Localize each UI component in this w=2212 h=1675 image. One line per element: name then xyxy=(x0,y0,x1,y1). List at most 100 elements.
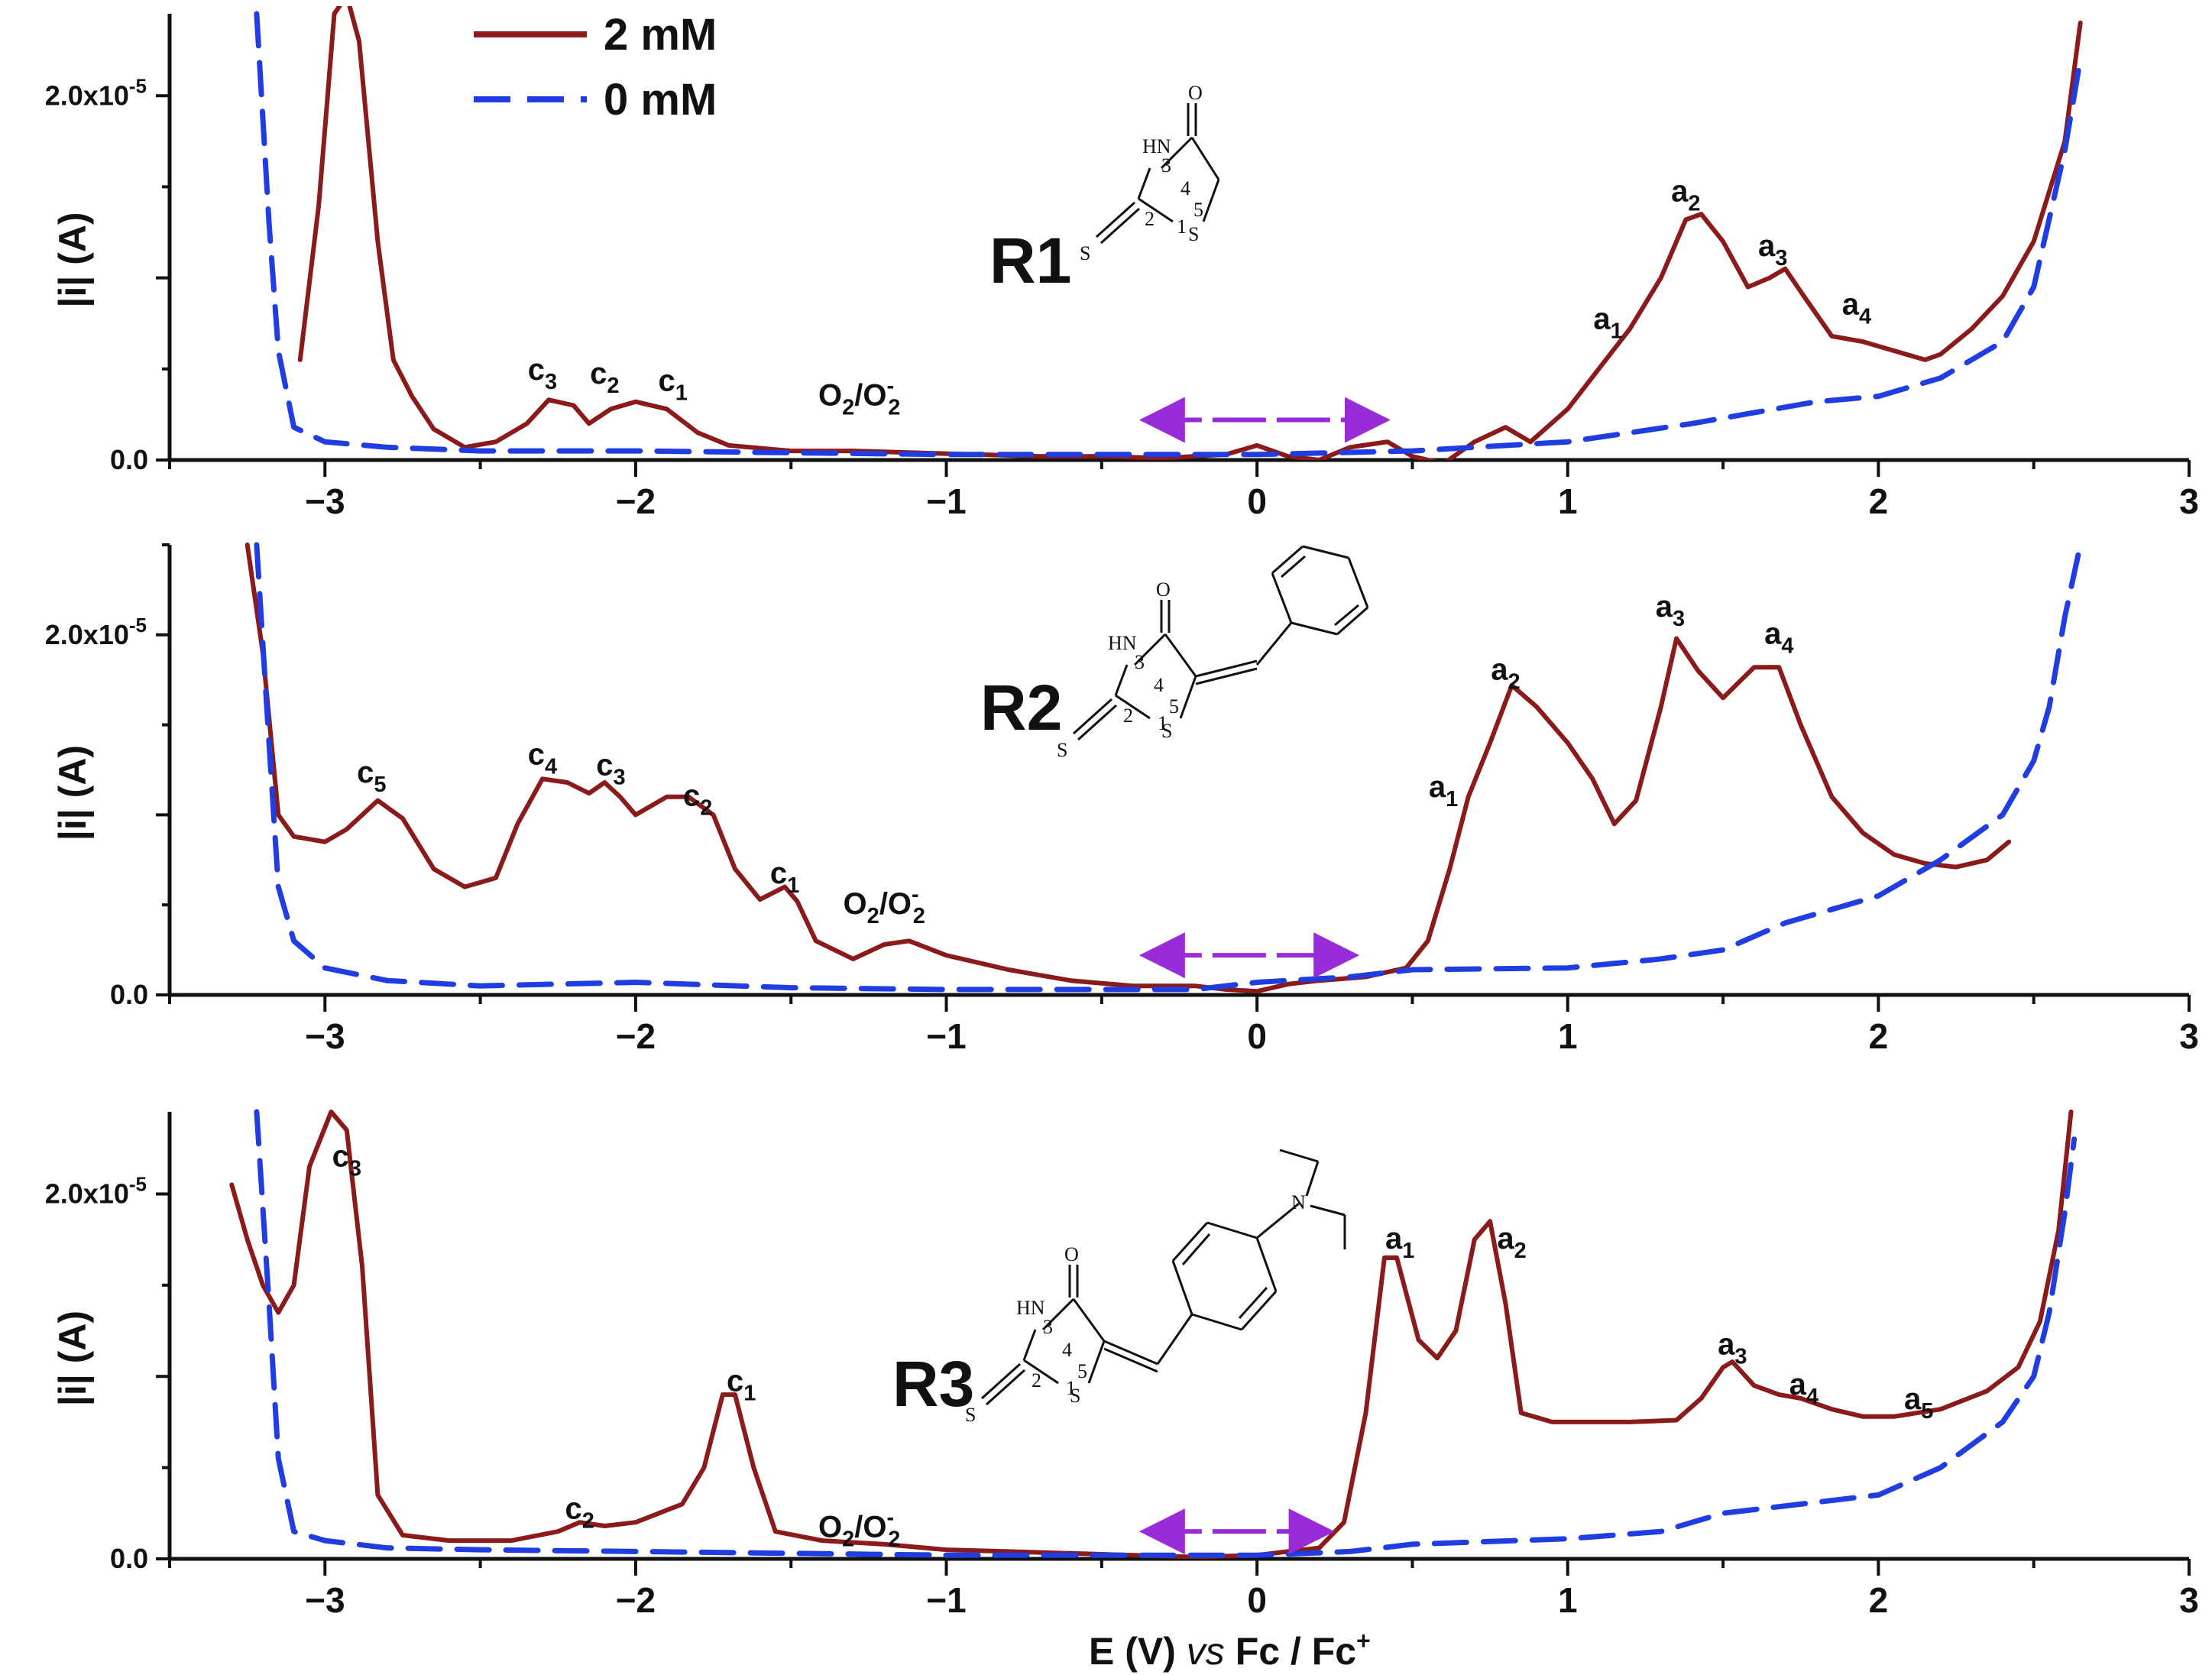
x-tick-label: −2 xyxy=(616,481,656,521)
x-tick-label: 3 xyxy=(2179,481,2199,521)
y-tick-label-upper: 2.0x10-5 xyxy=(45,74,147,111)
svg-text:2: 2 xyxy=(1032,1369,1041,1392)
peak-label: c3 xyxy=(332,1140,361,1181)
peak-label: a1 xyxy=(1429,770,1458,812)
peak-label: a3 xyxy=(1718,1328,1747,1369)
peak-label: O2/O-2 xyxy=(844,883,925,928)
y-axis-title: |i| (A) xyxy=(51,745,95,841)
svg-text:5: 5 xyxy=(1193,199,1203,221)
svg-text:2: 2 xyxy=(1123,705,1133,727)
series-line-0mm xyxy=(254,1109,2078,1558)
svg-text:3: 3 xyxy=(1135,651,1145,673)
y-axis-title: |i| (A) xyxy=(51,1311,95,1406)
svg-text:S: S xyxy=(1188,223,1199,245)
molecule-r3-structure: N O HN 3 4 5 1 2 S S xyxy=(965,1149,1346,1426)
x-tick-label: −3 xyxy=(305,1016,345,1056)
svg-text:4: 4 xyxy=(1180,177,1190,199)
svg-text:O: O xyxy=(1156,578,1171,601)
peak-label: c1 xyxy=(727,1364,756,1405)
series-line-0mm xyxy=(254,11,2084,458)
y-tick-label-upper: 2.0x10-5 xyxy=(45,1172,147,1209)
peak-label: a4 xyxy=(1789,1368,1819,1409)
molecule-r2-structure: O HN 3 4 5 1 2 S S xyxy=(1057,545,1369,761)
x-tick-label: 0 xyxy=(1247,481,1267,521)
peak-label: c3 xyxy=(596,749,625,790)
x-tick-label: 1 xyxy=(1558,481,1578,521)
x-tick-label: 2 xyxy=(1869,1580,1889,1620)
peak-label: c1 xyxy=(770,857,799,898)
svg-text:5: 5 xyxy=(1077,1360,1087,1382)
x-tick-label: 1 xyxy=(1558,1580,1578,1620)
peak-label: c1 xyxy=(659,364,688,405)
molecule-r1-structure: O HN 3 4 5 1 2 S S xyxy=(1080,82,1220,264)
svg-text:1: 1 xyxy=(1066,1377,1076,1399)
svg-text:4: 4 xyxy=(1062,1339,1072,1361)
peak-label: c5 xyxy=(357,756,386,797)
panel-r3: −3 −2 −1 0 1 2 3 0.0 2.0x10-5 |i| (A) c3 c2 c1 O2/O-2… xyxy=(45,1109,2199,1620)
peak-label: c3 xyxy=(528,353,557,394)
series-line-0mm xyxy=(254,542,2084,993)
x-tick-label: −3 xyxy=(305,481,345,521)
svg-text:HN: HN xyxy=(1108,632,1137,654)
peak-label: c2 xyxy=(565,1492,594,1533)
svg-text:1: 1 xyxy=(1158,712,1168,734)
svg-text:S: S xyxy=(1080,242,1090,264)
x-tick-label: −1 xyxy=(926,1580,966,1620)
peak-label: a3 xyxy=(1758,229,1787,271)
y-tick-label-zero: 0.0 xyxy=(110,1543,148,1574)
svg-text:5: 5 xyxy=(1169,695,1179,718)
peak-label: a5 xyxy=(1904,1382,1933,1424)
svg-text:3: 3 xyxy=(1043,1316,1053,1338)
x-tick-label: 2 xyxy=(1869,481,1889,521)
x-tick-label: −2 xyxy=(616,1016,656,1056)
x-tick-label: 2 xyxy=(1869,1016,1889,1056)
legend: 2 mM 0 mM xyxy=(474,10,717,125)
series-line-2mm xyxy=(229,1110,2074,1559)
peak-label: a1 xyxy=(1385,1222,1414,1263)
x-tick-label: −2 xyxy=(616,1580,656,1620)
svg-text:N: N xyxy=(1291,1191,1306,1213)
peak-label: a3 xyxy=(1656,590,1685,631)
peak-label: O2/O-2 xyxy=(818,1505,900,1551)
series-line-2mm xyxy=(245,543,2012,994)
svg-text:O: O xyxy=(1064,1243,1079,1265)
y-tick-label-zero: 0.0 xyxy=(110,979,148,1010)
panel-label-r1: R1 xyxy=(989,225,1071,296)
svg-text:4: 4 xyxy=(1154,674,1164,696)
y-tick-label-upper: 2.0x10-5 xyxy=(45,614,147,650)
svg-text:S: S xyxy=(1057,739,1067,761)
peak-label: a2 xyxy=(1497,1222,1526,1263)
peak-label: a1 xyxy=(1593,302,1622,343)
x-tick-label: −1 xyxy=(926,1016,966,1056)
x-tick-label: 0 xyxy=(1247,1580,1267,1620)
peak-label: a4 xyxy=(1842,287,1871,329)
legend-label-2mm: 2 mM xyxy=(604,10,717,60)
legend-label-0mm: 0 mM xyxy=(604,75,717,125)
x-tick-label: 3 xyxy=(2179,1580,2199,1620)
svg-text:2: 2 xyxy=(1145,208,1155,230)
svg-text:3: 3 xyxy=(1161,154,1171,177)
x-tick-label: 1 xyxy=(1558,1016,1578,1056)
x-tick-label: −3 xyxy=(305,1580,345,1620)
svg-text:HN: HN xyxy=(1016,1297,1045,1319)
x-tick-label: 0 xyxy=(1247,1016,1267,1056)
x-tick-label: 3 xyxy=(2179,1016,2199,1056)
peak-label: c2 xyxy=(683,779,712,821)
panel-label-r2: R2 xyxy=(980,672,1062,744)
y-axis-title: |i| (A) xyxy=(51,212,95,307)
svg-text:S: S xyxy=(965,1404,976,1426)
peak-label: c2 xyxy=(590,357,619,398)
peak-label: a2 xyxy=(1671,175,1700,216)
series-line-2mm xyxy=(297,6,2083,460)
peak-label: c4 xyxy=(528,737,557,779)
svg-text:1: 1 xyxy=(1177,215,1187,238)
panel-label-r3: R3 xyxy=(892,1348,974,1420)
x-tick-label: −1 xyxy=(926,481,966,521)
peak-label: O2/O-2 xyxy=(818,374,900,420)
peak-label: a2 xyxy=(1491,653,1520,695)
x-axis-title: E (V) vs Fc / Fc+ xyxy=(1089,1627,1371,1673)
svg-text:O: O xyxy=(1188,82,1203,104)
